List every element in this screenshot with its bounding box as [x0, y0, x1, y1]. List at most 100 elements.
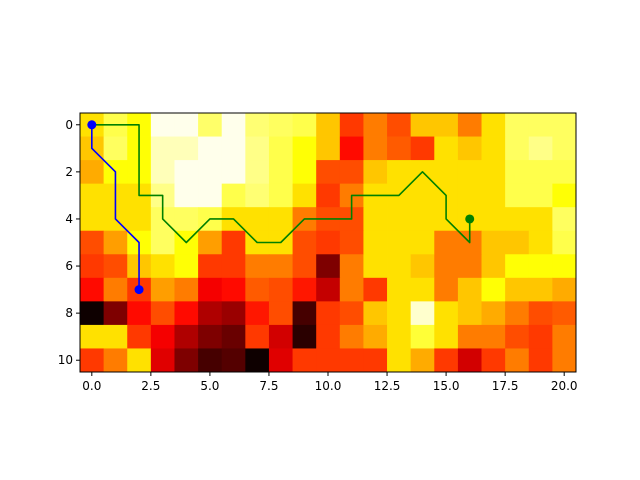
heatmap-cell — [80, 254, 105, 279]
heatmap-cell — [481, 113, 506, 137]
heatmap-cell — [150, 324, 175, 349]
heatmap-cell — [434, 277, 459, 302]
heatmap-cell — [552, 113, 577, 137]
heatmap-cell — [434, 301, 459, 326]
heatmap-cell — [150, 348, 175, 373]
heatmap-cell — [268, 207, 293, 232]
path-line-2 — [91, 123, 471, 244]
y-tick-label: 0 — [65, 118, 73, 132]
heatmap-cell — [127, 348, 152, 373]
heatmap-cell — [198, 254, 223, 279]
heatmap-cell — [198, 230, 223, 255]
heatmap-cell — [150, 277, 175, 302]
heatmap-cell — [434, 348, 459, 373]
heatmap-cell — [174, 136, 199, 161]
heatmap-cell — [481, 183, 506, 208]
heatmap-cell — [434, 254, 459, 279]
heatmap-cell — [150, 136, 175, 161]
heatmap-cell — [150, 301, 175, 326]
heatmap-cell — [316, 301, 341, 326]
heatmap-cell — [457, 183, 482, 208]
heatmap-cell — [268, 301, 293, 326]
heatmap-cell — [150, 254, 175, 279]
heatmap-cell — [552, 136, 577, 161]
heatmap-cell — [363, 324, 388, 349]
heatmap-cell — [198, 113, 223, 137]
heatmap-cell — [174, 348, 199, 373]
heatmap-cell — [387, 277, 412, 302]
heatmap-cell — [457, 301, 482, 326]
heatmap-cell — [339, 113, 364, 137]
heatmap-cell — [457, 136, 482, 161]
path-markers — [87, 120, 475, 295]
heatmap-cell — [410, 301, 435, 326]
heatmap-cell — [528, 160, 553, 185]
heatmap-cell — [339, 136, 364, 161]
heatmap-cell — [387, 230, 412, 255]
heatmap-cell — [316, 230, 341, 255]
heatmap-cell — [221, 183, 246, 208]
heatmap-cell — [150, 113, 175, 137]
heatmap-cell — [410, 348, 435, 373]
y-tick-label: 2 — [65, 165, 73, 179]
heatmap-cell — [505, 324, 530, 349]
heatmap-cell — [387, 113, 412, 137]
heatmap-cell — [457, 160, 482, 185]
heatmap-cell — [363, 160, 388, 185]
heatmap-cell — [528, 207, 553, 232]
path-marker-2 — [465, 214, 475, 224]
heatmap-cell — [268, 183, 293, 208]
heatmap-cell — [339, 324, 364, 349]
heatmap-cell — [481, 324, 506, 349]
heatmap-cell — [103, 230, 128, 255]
heatmap-cell — [80, 348, 105, 373]
heatmap-cell — [339, 348, 364, 373]
heatmap-cell — [316, 277, 341, 302]
heatmap-cell — [528, 230, 553, 255]
heatmap-cell — [268, 324, 293, 349]
heatmap-cell — [221, 136, 246, 161]
heatmap-cell — [174, 207, 199, 232]
heatmap-cell — [505, 136, 530, 161]
heatmap-cell — [292, 324, 317, 349]
heatmap-cell — [80, 277, 105, 302]
heatmap-cell — [457, 348, 482, 373]
path-lines — [91, 123, 471, 290]
heatmap-cell — [198, 160, 223, 185]
heatmap-cell — [198, 183, 223, 208]
heatmap-cell — [316, 136, 341, 161]
heatmap-cell — [505, 113, 530, 137]
heatmap-cell — [457, 324, 482, 349]
heatmap-cell — [434, 230, 459, 255]
heatmap-cell — [174, 113, 199, 137]
heatmap-cell — [198, 277, 223, 302]
heatmap-cell — [174, 277, 199, 302]
heatmap-cell — [505, 277, 530, 302]
heatmap-cell — [457, 113, 482, 137]
heatmap-cell — [410, 324, 435, 349]
heatmap-cell — [339, 301, 364, 326]
heatmap-cell — [174, 160, 199, 185]
heatmap-cell — [103, 301, 128, 326]
y-tick-label: 6 — [65, 259, 73, 273]
heatmap-cell — [127, 207, 152, 232]
heatmap-cell — [410, 254, 435, 279]
heatmap-cell — [221, 230, 246, 255]
heatmap-cell — [198, 136, 223, 161]
heatmap-cell — [221, 301, 246, 326]
heatmap-cell — [481, 207, 506, 232]
heatmap-cell — [221, 277, 246, 302]
heatmap-cell — [198, 301, 223, 326]
heatmap-cell — [292, 183, 317, 208]
heatmap-cell — [80, 301, 105, 326]
heatmap-cell — [552, 254, 577, 279]
path-marker-1 — [134, 285, 144, 295]
heatmap-cell — [387, 136, 412, 161]
heatmap-cell — [363, 277, 388, 302]
heatmap-cell — [410, 113, 435, 137]
heatmap-cell — [410, 136, 435, 161]
heatmap-cell — [552, 348, 577, 373]
heatmap-cell — [505, 254, 530, 279]
heatmap-cell — [221, 113, 246, 137]
heatmap-cell — [174, 254, 199, 279]
